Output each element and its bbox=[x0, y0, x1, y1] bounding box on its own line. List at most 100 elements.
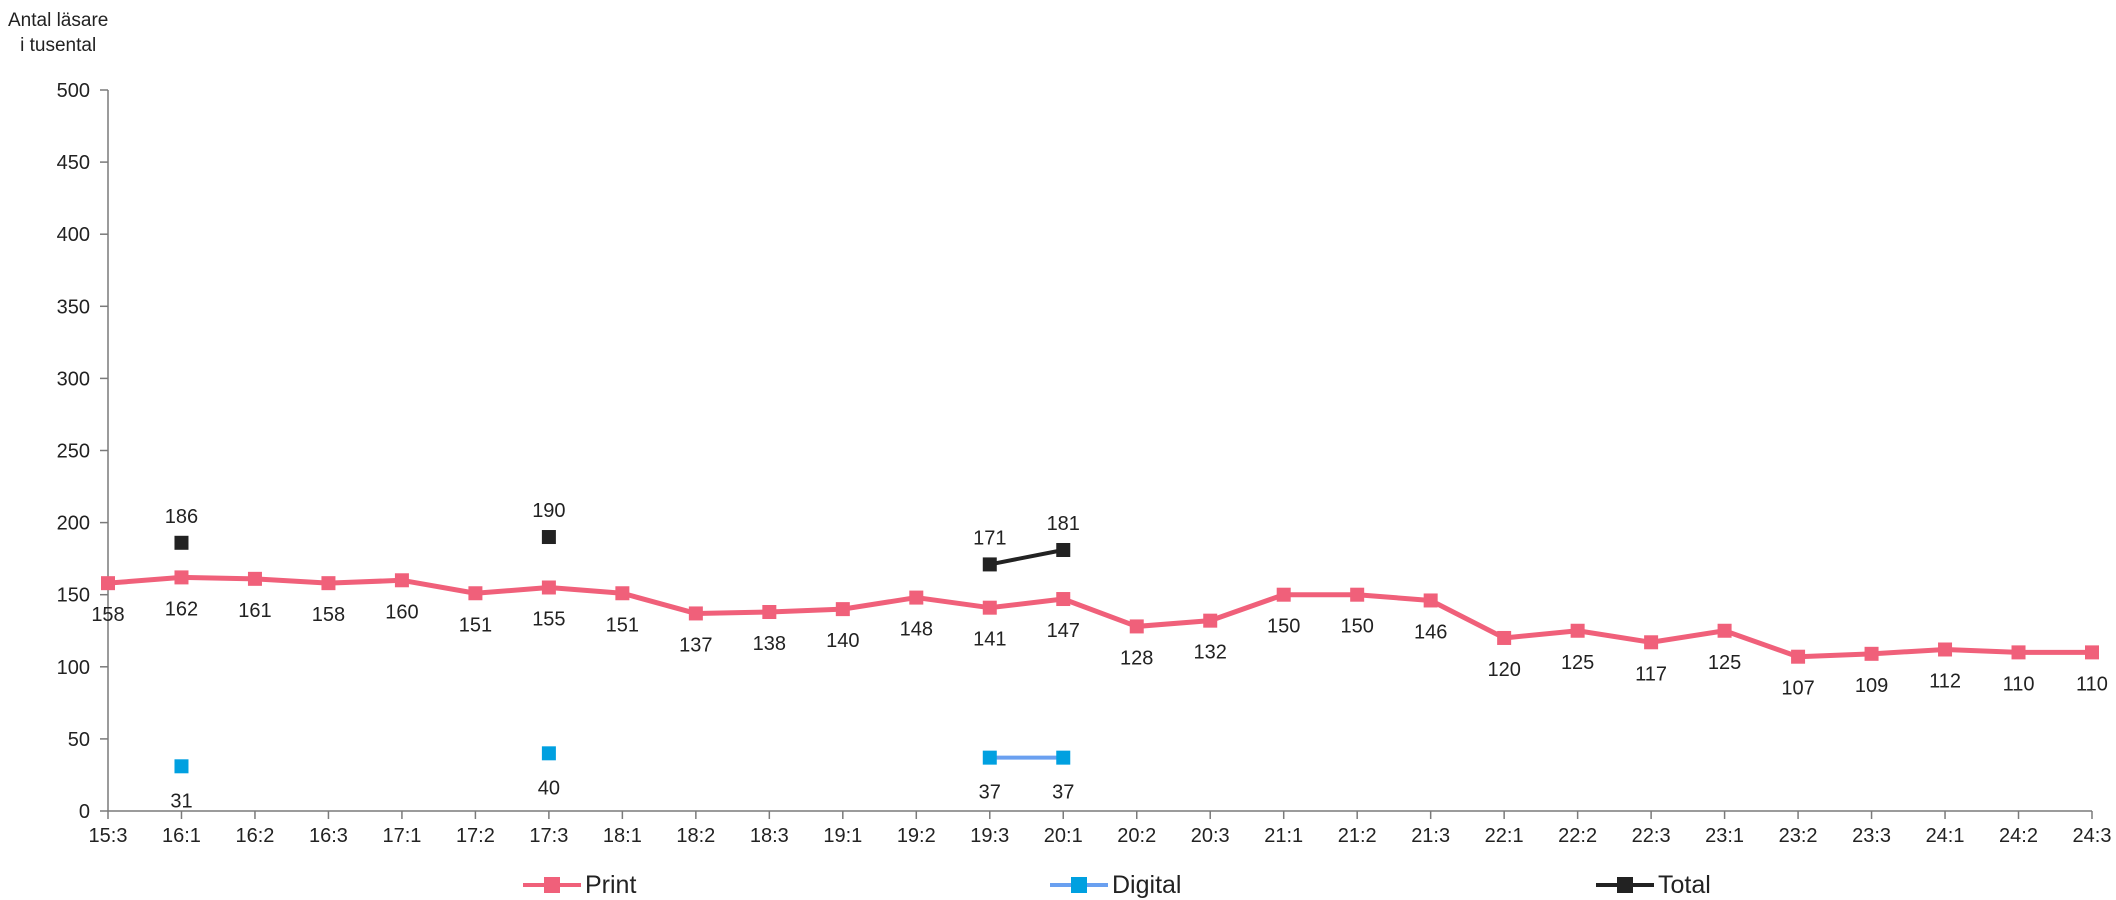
digital-label: 31 bbox=[170, 790, 192, 812]
legend-swatch-print bbox=[523, 873, 581, 897]
print-point bbox=[101, 576, 115, 591]
print-label: 150 bbox=[1267, 616, 1300, 638]
x-tick-label: 23:2 bbox=[1779, 825, 1818, 847]
print-point bbox=[1938, 642, 1953, 657]
total-label: 186 bbox=[165, 506, 198, 528]
print-label: 148 bbox=[900, 619, 933, 641]
print-point bbox=[615, 586, 630, 601]
print-label: 107 bbox=[1781, 678, 1814, 700]
print-label: 112 bbox=[1929, 670, 1961, 692]
print-label: 125 bbox=[1708, 652, 1741, 674]
digital-label: 37 bbox=[1052, 782, 1074, 804]
print-label: 110 bbox=[2076, 673, 2108, 695]
print-label: 161 bbox=[238, 600, 271, 622]
print-point bbox=[982, 600, 997, 615]
y-tick-label: 150 bbox=[57, 585, 90, 607]
legend-label-total: Total bbox=[1658, 870, 1711, 899]
digital-point bbox=[982, 750, 997, 765]
y-tick-label: 250 bbox=[57, 441, 90, 463]
print-point bbox=[2011, 645, 2026, 660]
x-tick-label: 17:2 bbox=[456, 825, 495, 847]
print-point bbox=[174, 570, 189, 585]
x-tick-label: 16:2 bbox=[235, 825, 274, 847]
y-tick-label: 450 bbox=[57, 152, 90, 174]
print-label: 138 bbox=[753, 633, 786, 655]
y-axis-label: Antal läsare i tusental bbox=[8, 8, 108, 58]
x-tick-label: 19:3 bbox=[970, 825, 1009, 847]
print-point bbox=[541, 580, 556, 595]
x-tick-label: 23:1 bbox=[1705, 825, 1744, 847]
x-tick-label: 17:3 bbox=[529, 825, 568, 847]
print-point bbox=[1203, 613, 1218, 628]
print-label: 117 bbox=[1635, 663, 1667, 685]
x-tick-label: 24:3 bbox=[2073, 825, 2112, 847]
print-label: 140 bbox=[826, 630, 859, 652]
y-tick-label: 200 bbox=[57, 513, 90, 535]
print-label: 158 bbox=[91, 604, 124, 626]
x-tick-label: 23:3 bbox=[1852, 825, 1891, 847]
y-tick-label: 400 bbox=[57, 224, 90, 246]
x-tick-label: 22:2 bbox=[1558, 825, 1597, 847]
print-label: 147 bbox=[1047, 620, 1080, 642]
x-tick-label: 21:3 bbox=[1411, 825, 1450, 847]
print-label: 125 bbox=[1561, 652, 1594, 674]
legend-label-digital: Digital bbox=[1112, 870, 1182, 899]
x-tick-label: 18:2 bbox=[676, 825, 715, 847]
x-tick-label: 24:2 bbox=[1999, 825, 2038, 847]
print-point bbox=[468, 586, 483, 601]
digital-point bbox=[541, 746, 556, 761]
legend-item-digital: Digital bbox=[1050, 870, 1181, 900]
print-point bbox=[2085, 645, 2099, 660]
x-tick-label: 20:3 bbox=[1191, 825, 1230, 847]
print-point bbox=[1570, 623, 1585, 638]
print-label: 151 bbox=[606, 614, 639, 636]
print-label: 109 bbox=[1855, 675, 1888, 697]
x-tick-label: 21:1 bbox=[1264, 825, 1303, 847]
x-tick-label: 22:1 bbox=[1485, 825, 1524, 847]
print-point bbox=[1717, 623, 1732, 638]
y-tick-label: 500 bbox=[57, 80, 90, 102]
y-tick-label: 350 bbox=[57, 296, 90, 318]
y-tick-label: 300 bbox=[57, 368, 90, 390]
x-tick-label: 15:3 bbox=[89, 825, 128, 847]
print-label: 132 bbox=[1194, 642, 1227, 664]
series-line-total bbox=[989, 548, 1064, 567]
print-point bbox=[1350, 587, 1365, 602]
print-label: 128 bbox=[1120, 647, 1153, 669]
y-axis-label-line-2: i tusental bbox=[20, 35, 97, 56]
y-axis-label-line-1: Antal läsare bbox=[8, 10, 109, 31]
print-point bbox=[762, 605, 777, 620]
print-label: 151 bbox=[459, 614, 492, 636]
x-tick-label: 21:2 bbox=[1338, 825, 1377, 847]
print-label: 141 bbox=[973, 629, 1006, 651]
print-point bbox=[321, 576, 336, 591]
print-point bbox=[394, 573, 409, 588]
print-point bbox=[909, 590, 924, 605]
print-point bbox=[1423, 593, 1438, 608]
total-point bbox=[1056, 542, 1071, 557]
print-point bbox=[835, 602, 850, 617]
total-point bbox=[541, 530, 556, 545]
print-point bbox=[1056, 592, 1071, 607]
x-tick-label: 22:3 bbox=[1632, 825, 1671, 847]
x-tick-label: 19:2 bbox=[897, 825, 936, 847]
print-label: 146 bbox=[1414, 621, 1447, 643]
x-tick-label: 18:1 bbox=[603, 825, 642, 847]
legend-item-total: Total bbox=[1596, 870, 1711, 900]
digital-label: 37 bbox=[979, 782, 1001, 804]
legend-item-print: Print bbox=[523, 870, 636, 900]
print-point bbox=[1864, 646, 1879, 661]
print-label: 162 bbox=[165, 598, 198, 620]
print-point bbox=[247, 571, 262, 586]
total-point bbox=[982, 557, 997, 572]
series-line-print bbox=[107, 574, 2092, 660]
legend-swatch-digital bbox=[1050, 873, 1108, 897]
total-label: 181 bbox=[1047, 513, 1080, 535]
x-tick-label: 18:3 bbox=[750, 825, 789, 847]
y-tick-label: 100 bbox=[57, 657, 90, 679]
x-tick-label: 20:2 bbox=[1117, 825, 1156, 847]
y-tick-label: 50 bbox=[68, 729, 90, 751]
print-point bbox=[1497, 630, 1512, 645]
x-tick-label: 20:1 bbox=[1044, 825, 1083, 847]
